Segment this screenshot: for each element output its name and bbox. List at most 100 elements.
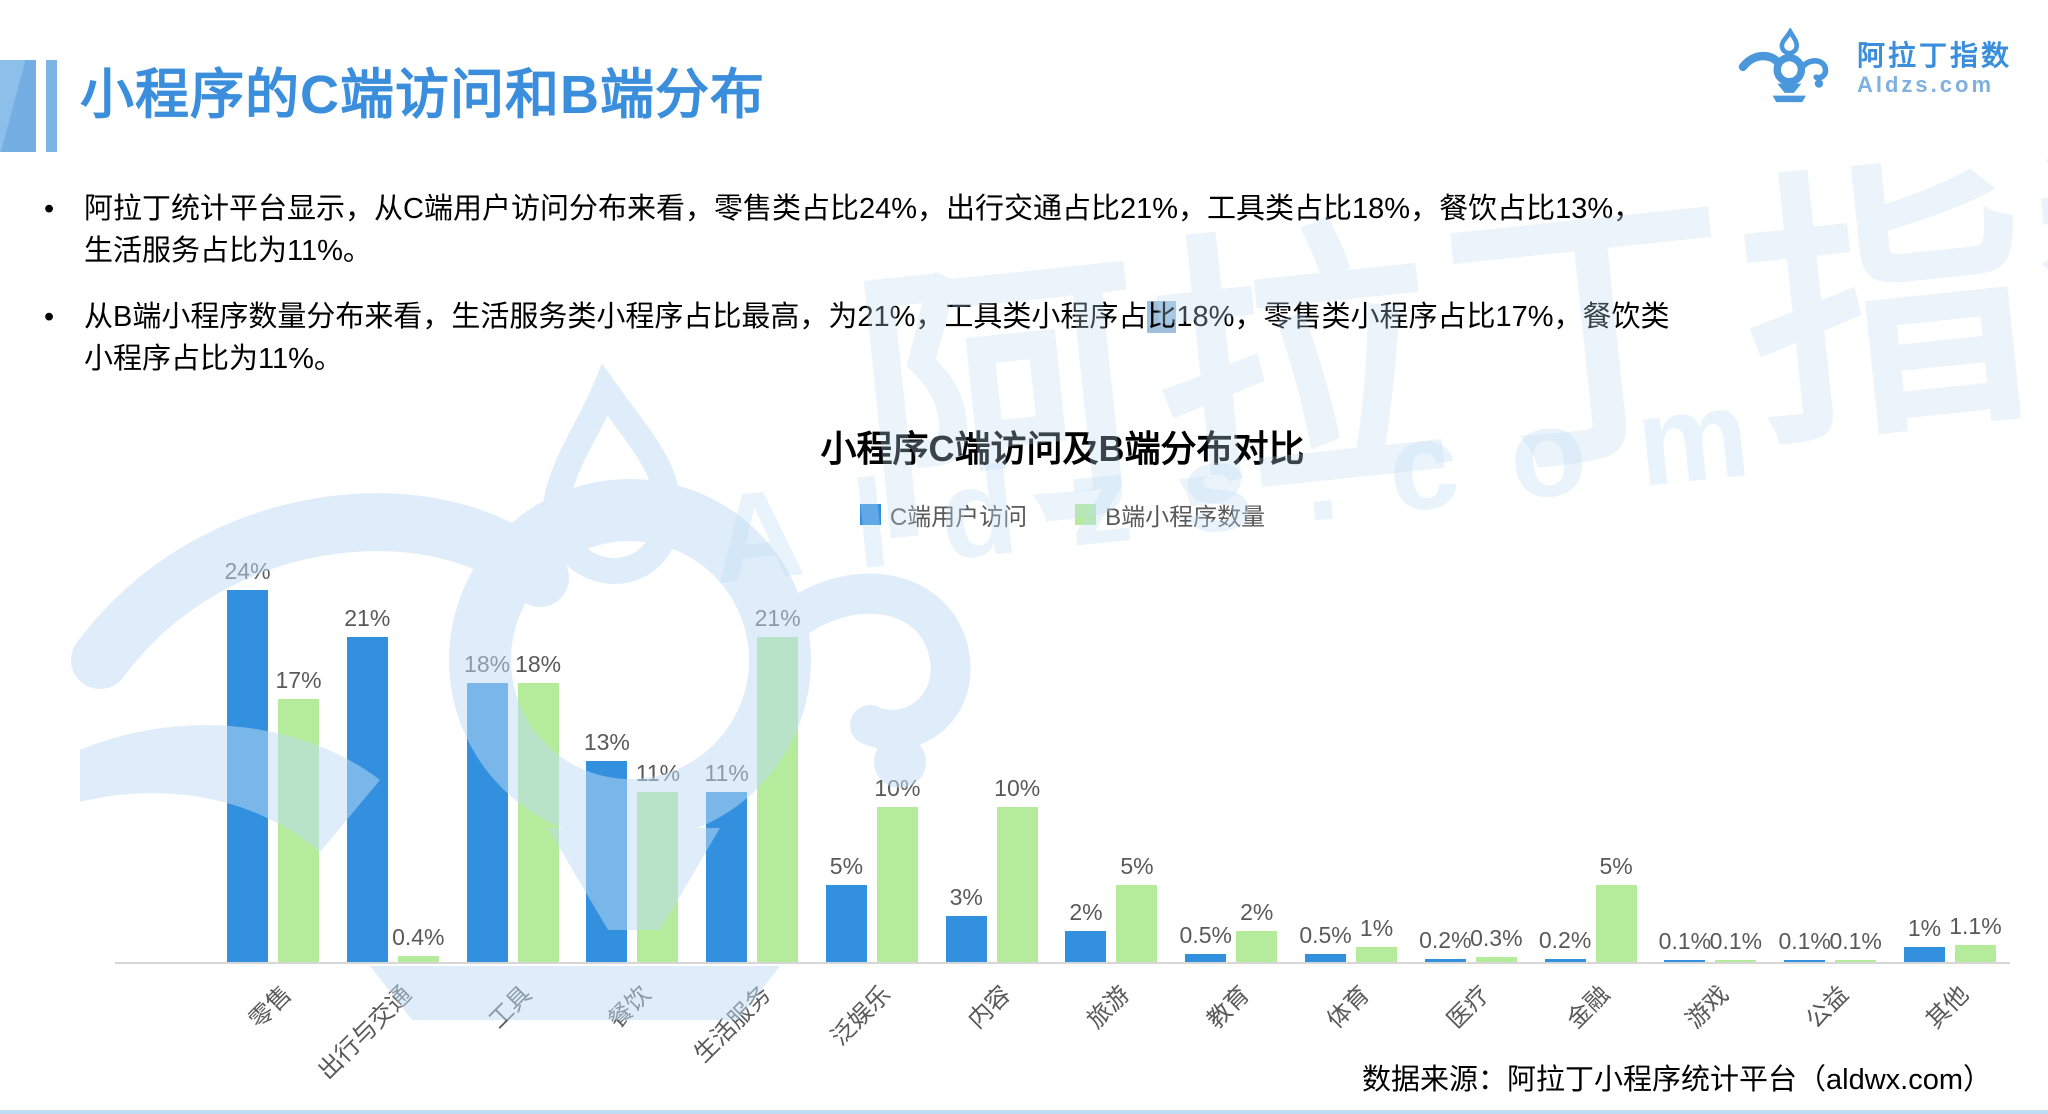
- bar-c-金融: [1544, 958, 1586, 962]
- data-label-c-泛娱乐: 5%: [829, 852, 864, 879]
- data-label-c-出行与交通: 21%: [344, 604, 391, 631]
- bar-group-生活服务: 11% 21% 生活服务: [689, 605, 800, 1068]
- data-label-b-内容: 10%: [994, 775, 1041, 801]
- data-label-b-体育: 1%: [1359, 914, 1394, 941]
- data-label-b-工具: 18%: [515, 651, 562, 677]
- data-label-c-游戏: 0.1%: [1658, 928, 1712, 954]
- data-label-c-生活服务: 11%: [704, 759, 749, 786]
- data-label-c-旅游: 2%: [1069, 899, 1103, 925]
- logo-name: 阿拉丁指数: [1856, 39, 2012, 71]
- data-label-b-游戏: 0.1%: [1709, 928, 1763, 954]
- bullet-text-2: 从B端小程序数量分布来看，生活服务类小程序占比最高，为21%，工具类小程序占比1…: [84, 296, 1974, 380]
- bottom-accent-strip: [0, 1110, 2048, 1114]
- data-label-b-教育: 2%: [1240, 899, 1274, 925]
- category-label-出行与交通: 出行与交通: [312, 980, 417, 1085]
- title-accent-bar-thin: [46, 60, 57, 152]
- bar-b-生活服务: [757, 636, 799, 962]
- data-label-c-医疗: 0.2%: [1419, 926, 1472, 953]
- data-label-c-金融: 0.2%: [1538, 926, 1592, 953]
- bullet-marker: •: [44, 193, 55, 225]
- bar-group-公益: 0.1% 0.1% 公益: [1778, 928, 1881, 1034]
- bar-b-内容: [996, 807, 1038, 962]
- bar-group-医疗: 0.2% 0.3% 医疗: [1419, 925, 1522, 1034]
- chart-legend: C端用户访问 B端小程序数量: [115, 497, 2010, 532]
- bar-b-游戏: [1715, 960, 1757, 962]
- chart-title: 小程序C端访问及B端分布对比: [820, 428, 1305, 469]
- bar-b-其他: [1954, 944, 1996, 962]
- data-label-b-出行与交通: 0.4%: [392, 923, 445, 950]
- data-label-c-其他: 1%: [1907, 914, 1942, 941]
- bullet-2-line-1-post: 18%，零售类小程序占比17%，餐饮类: [1176, 301, 1670, 333]
- data-label-c-公益: 0.1%: [1778, 928, 1831, 954]
- legend-label-b: B端小程序数量: [1105, 504, 1266, 531]
- category-label-内容: 内容: [962, 980, 1016, 1034]
- legend-item-b: B端小程序数量: [1075, 497, 1265, 532]
- legend-item-c: C端用户访问: [859, 497, 1028, 532]
- bar-group-体育: 0.5% 1% 体育: [1299, 914, 1398, 1034]
- aladdin-lamp-icon: [1737, 27, 1849, 109]
- data-label-c-内容: 3%: [949, 883, 983, 910]
- bar-b-出行与交通: [397, 955, 439, 962]
- bar-c-旅游: [1065, 931, 1107, 962]
- bar-group-零售: 24% 17% 零售: [224, 558, 321, 1034]
- bar-c-餐饮: [586, 760, 628, 962]
- bar-b-餐饮: [637, 791, 679, 962]
- bar-b-金融: [1595, 884, 1637, 962]
- data-label-c-体育: 0.5%: [1299, 922, 1352, 949]
- data-label-b-泛娱乐: 10%: [874, 775, 921, 801]
- bar-c-内容: [945, 915, 987, 962]
- data-label-b-公益: 0.1%: [1829, 928, 1882, 954]
- data-label-b-旅游: 5%: [1120, 852, 1154, 879]
- bar-b-体育: [1356, 946, 1398, 962]
- data-label-b-金融: 5%: [1599, 852, 1633, 879]
- bar-c-出行与交通: [346, 636, 388, 962]
- page-title: 小程序的C端访问和B端分布: [80, 65, 765, 125]
- data-label-b-医疗: 0.3%: [1470, 925, 1523, 952]
- bar-c-教育: [1185, 954, 1227, 962]
- bar-group-游戏: 0.1% 0.1% 游戏: [1659, 928, 1762, 1034]
- data-label-c-教育: 0.5%: [1179, 922, 1232, 949]
- category-label-泛娱乐: 泛娱乐: [825, 980, 896, 1051]
- bar-group-工具: 18% 18% 工具: [464, 651, 562, 1034]
- bullet-text-1: 阿拉丁统计平台显示，从C端用户访问分布来看，零售类占比24%，出行交通占比21%…: [84, 188, 1974, 272]
- bullet-1-line-2: 生活服务占比为11%。: [84, 235, 372, 267]
- bar-c-公益: [1784, 960, 1826, 962]
- category-label-生活服务: 生活服务: [689, 980, 777, 1068]
- bar-b-泛娱乐: [876, 807, 918, 962]
- bar-c-零售: [227, 590, 268, 962]
- bar-c-泛娱乐: [825, 884, 867, 962]
- category-label-公益: 公益: [1801, 980, 1855, 1034]
- brand-logo: 阿拉丁指数 Aldzs.com: [1737, 27, 2012, 109]
- category-label-餐饮: 餐饮: [603, 980, 657, 1034]
- bar-group-餐饮: 13% 11% 餐饮: [583, 728, 681, 1034]
- bar-b-工具: [517, 683, 559, 962]
- category-label-医疗: 医疗: [1441, 980, 1495, 1034]
- data-label-c-餐饮: 13%: [583, 728, 630, 755]
- legend-swatch-b: [1075, 504, 1097, 525]
- bar-c-体育: [1305, 954, 1347, 962]
- bar-b-公益: [1835, 960, 1877, 962]
- legend-label-c: C端用户访问: [889, 504, 1028, 531]
- data-label-b-其他: 1.1%: [1949, 912, 2002, 939]
- category-label-零售: 零售: [244, 980, 298, 1034]
- bar-c-工具: [466, 683, 508, 962]
- plot-area: 24% 17% 零售 21% 0.4% 出行与交通 18% 18% 工具 13% 11% 餐饮 11% 2…: [115, 558, 2010, 1085]
- category-label-其他: 其他: [1920, 980, 1974, 1034]
- bullet-item-2: • 从B端小程序数量分布来看，生活服务类小程序占比最高，为21%，工具类小程序占…: [44, 296, 1974, 380]
- bar-groups: 24% 17% 零售 21% 0.4% 出行与交通 18% 18% 工具 13% 11% 餐饮 11% 2…: [224, 558, 2001, 1085]
- bullet-item-1: • 阿拉丁统计平台显示，从C端用户访问分布来看，零售类占比24%，出行交通占比2…: [44, 188, 1974, 272]
- bar-c-生活服务: [706, 791, 748, 962]
- bar-c-游戏: [1664, 960, 1706, 962]
- bar-c-医疗: [1424, 958, 1466, 962]
- data-label-c-零售: 24%: [224, 558, 271, 584]
- bar-group-金融: 0.2% 5% 金融: [1539, 852, 1637, 1034]
- bar-group-泛娱乐: 5% 10% 泛娱乐: [825, 775, 921, 1051]
- bullet-2-line-2: 小程序占比为11%。: [84, 343, 343, 375]
- bar-b-旅游: [1116, 884, 1158, 962]
- data-label-b-餐饮: 11%: [635, 759, 681, 786]
- category-label-旅游: 旅游: [1082, 980, 1136, 1034]
- category-label-工具: 工具: [483, 980, 537, 1034]
- bullet-list: • 阿拉丁统计平台显示，从C端用户访问分布来看，零售类占比24%，出行交通占比2…: [44, 188, 1974, 380]
- highlight-selection: 比: [1147, 301, 1177, 333]
